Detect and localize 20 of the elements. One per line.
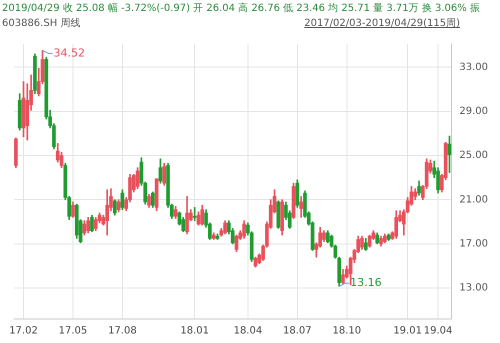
x-tick-label: 19.04 (424, 326, 452, 337)
y-tick-label: 29.00 (459, 106, 488, 117)
text: 2017/02/03-2019/04/29(115周) (304, 17, 460, 30)
x-tick-label: 18.10 (332, 326, 362, 337)
x-tick-label: 19.01 (393, 326, 422, 337)
x-tick-label: 17.02 (9, 326, 38, 337)
x-tick-label: 18.07 (283, 326, 312, 337)
annotation: 13.16 (350, 276, 382, 290)
y-tick-label: 17.00 (459, 238, 488, 250)
chart-subtitle: 603886.SH 周线 (2, 16, 80, 30)
x-tick-label: 17.08 (108, 326, 137, 337)
x-tick-label: 17.05 (58, 326, 88, 337)
y-tick-label: 25.00 (459, 150, 488, 162)
y-tick-label: 13.00 (459, 282, 488, 294)
annotation: 34.52 (54, 46, 86, 60)
chart-title: 2019/04/29 收 25.08 幅 -3.72%(-0.97) 开 26.04 高 26.76 低 23.46 均 25.71 量 3.71万 换 3.06% 振 (2, 2, 480, 15)
x-tick-label: 18.01 (180, 326, 209, 337)
y-tick-label: 21.00 (459, 194, 488, 206)
x-tick-label: 18.04 (234, 326, 262, 337)
y-tick-label: 33.00 (459, 62, 488, 73)
